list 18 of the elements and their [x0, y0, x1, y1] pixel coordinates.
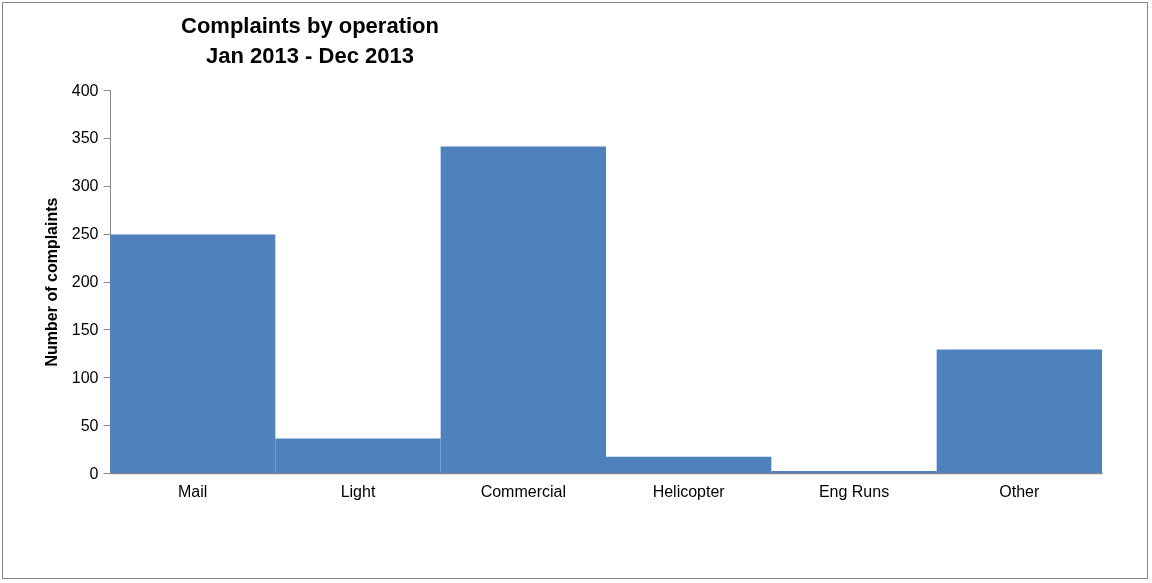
text: Complaints by operation	[181, 13, 439, 38]
y-tick-label: 350	[71, 129, 99, 147]
y-tick-label: 200	[71, 273, 99, 290]
x-tick-label: Other	[999, 482, 1041, 500]
y-axis-title: Number of complaints	[42, 197, 60, 367]
y-tick-label: 0	[89, 464, 99, 482]
y-tick-label: 150	[71, 320, 99, 338]
y-tick-label: 400	[71, 81, 99, 99]
x-tick-label: Mail	[177, 482, 208, 500]
x-tick-label: Light	[340, 482, 376, 500]
y-tick-label: 100	[71, 368, 99, 386]
y-tick-label: 300	[71, 177, 99, 195]
y-tick-label: 250	[71, 225, 99, 243]
x-tick-label: Eng Runs	[818, 482, 890, 500]
y-tick-label: 50	[80, 416, 99, 434]
x-tick-label: Commercial	[480, 482, 567, 500]
text: Jan 2013 - Dec 2013	[206, 43, 414, 68]
x-tick-label: Helicopter	[652, 482, 726, 500]
